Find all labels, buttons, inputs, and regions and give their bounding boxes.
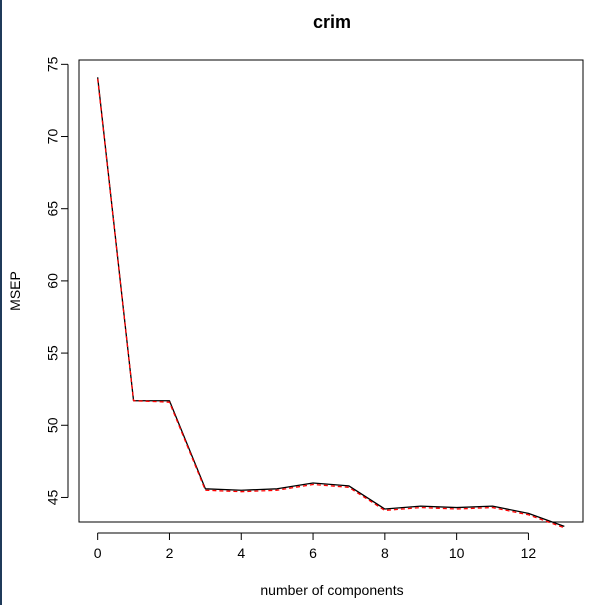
- y-axis-label: MSEP: [7, 271, 23, 311]
- x-axis: 0 2 4 6 8 10 12: [94, 532, 537, 561]
- series-line-1: [97, 77, 565, 527]
- y-tick-label: 60: [45, 273, 61, 289]
- x-tick-label: 8: [381, 545, 389, 561]
- y-axis: 45 50 55 60 65 70 75: [45, 56, 69, 505]
- x-tick-label: 10: [449, 545, 465, 561]
- chart-title: crim: [313, 12, 351, 32]
- y-tick-label: 65: [45, 201, 61, 217]
- x-tick-label: 0: [94, 545, 102, 561]
- y-tick-label: 45: [45, 489, 61, 505]
- x-axis-label: number of components: [260, 582, 403, 598]
- x-tick-label: 4: [237, 545, 245, 561]
- x-tick-label: 2: [166, 545, 174, 561]
- series-layer: [97, 77, 565, 529]
- y-tick-label: 50: [45, 417, 61, 433]
- x-tick-label: 6: [309, 545, 317, 561]
- y-tick-label: 70: [45, 129, 61, 145]
- plot-frame: [78, 59, 584, 523]
- x-tick-label: 12: [521, 545, 537, 561]
- series-line-2: [97, 78, 565, 529]
- y-tick-label: 75: [45, 56, 61, 72]
- y-tick-label: 55: [45, 345, 61, 361]
